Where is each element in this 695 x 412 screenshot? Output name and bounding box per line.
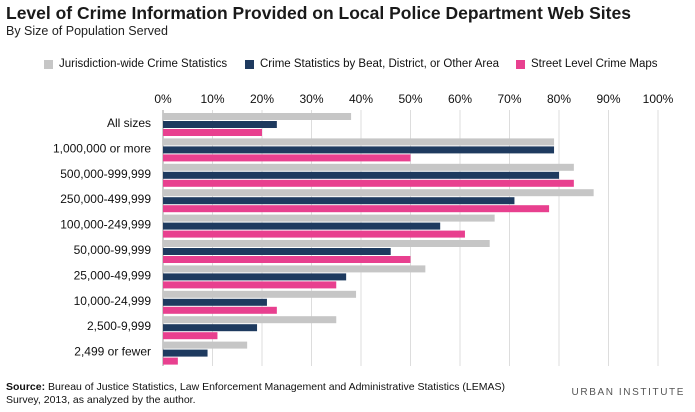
bar	[163, 113, 352, 120]
bar	[163, 332, 218, 340]
category-label: 10,000-24,999	[74, 294, 152, 308]
bar	[163, 240, 490, 247]
category-label: 50,000-99,999	[74, 243, 152, 257]
bar	[163, 306, 277, 314]
x-tick-label: 60%	[448, 92, 472, 106]
category-label: 2,499 or fewer	[74, 345, 151, 359]
bar	[163, 146, 555, 154]
bar	[163, 290, 357, 298]
legend-item-street: Street Level Crime Maps	[516, 58, 658, 70]
bar	[163, 197, 515, 205]
bar	[163, 121, 277, 128]
bar-chart: 0% 10% 20% 30% 40% 50% 60% 70% 80% 90% 100% All siz…	[53, 92, 674, 366]
source-note: Source: Bureau of Justice Statistics, La…	[6, 381, 506, 407]
legend-label-beat: Crime Statistics by Beat, District, or O…	[260, 58, 500, 70]
bar	[163, 256, 411, 263]
x-tick-label: 10%	[200, 92, 224, 106]
category-label: 25,000-49,999	[74, 268, 152, 282]
bar	[163, 179, 574, 187]
category-label: All sizes	[107, 116, 151, 130]
x-tick-label: 0%	[154, 92, 172, 106]
bar	[163, 281, 337, 289]
legend-swatch-beat	[245, 59, 254, 69]
legend-label-street: Street Level Crime Maps	[531, 58, 658, 70]
bar	[163, 324, 258, 332]
x-tick-label: 30%	[299, 92, 323, 106]
x-tick-label: 20%	[250, 92, 274, 106]
x-tick-label: 70%	[497, 92, 521, 106]
chart-title: Level of Crime Information Provided on L…	[6, 3, 631, 23]
category-label: 100,000-249,999	[60, 218, 151, 232]
category-label: 250,000-499,999	[60, 192, 151, 206]
x-tick-label: 40%	[349, 92, 373, 106]
legend-label-jurisdiction: Jurisdiction-wide Crime Statistics	[59, 58, 228, 70]
chart-subtitle: By Size of Population Served	[6, 24, 168, 38]
bar	[163, 138, 555, 146]
bar	[163, 357, 178, 365]
category-label: 500,000-999,999	[60, 167, 151, 181]
bar	[163, 273, 347, 281]
bar	[163, 316, 337, 324]
x-tick-label: 90%	[596, 92, 620, 106]
legend-item-jurisdiction: Jurisdiction-wide Crime Statistics	[44, 58, 227, 70]
bar	[163, 163, 574, 171]
category-label: 2,500-9,999	[87, 319, 151, 333]
bar	[163, 189, 594, 197]
x-tick-label: 100%	[643, 92, 674, 106]
bar	[163, 154, 411, 162]
category-label: 1,000,000 or more	[53, 141, 151, 155]
legend-item-beat: Crime Statistics by Beat, District, or O…	[245, 58, 499, 70]
bar	[163, 248, 391, 255]
bar	[163, 265, 426, 273]
bar	[163, 298, 267, 306]
bar	[163, 341, 248, 349]
x-tick-label: 50%	[398, 92, 422, 106]
bar	[163, 230, 465, 238]
x-tick-label: 80%	[547, 92, 571, 106]
bar	[163, 171, 559, 179]
bar	[163, 222, 441, 230]
chart-legend: Jurisdiction-wide Crime Statistics Crime…	[0, 58, 695, 74]
bar	[163, 349, 208, 357]
source-text: Bureau of Justice Statistics, Law Enforc…	[6, 381, 505, 406]
bar	[163, 214, 495, 222]
legend-swatch-street	[516, 59, 525, 69]
bar	[163, 205, 550, 213]
source-label: Source:	[6, 381, 46, 393]
legend-swatch-jurisdiction	[44, 59, 53, 69]
brand-logo-text: URBAN INSTITUTE	[571, 387, 685, 398]
bar	[163, 129, 262, 136]
